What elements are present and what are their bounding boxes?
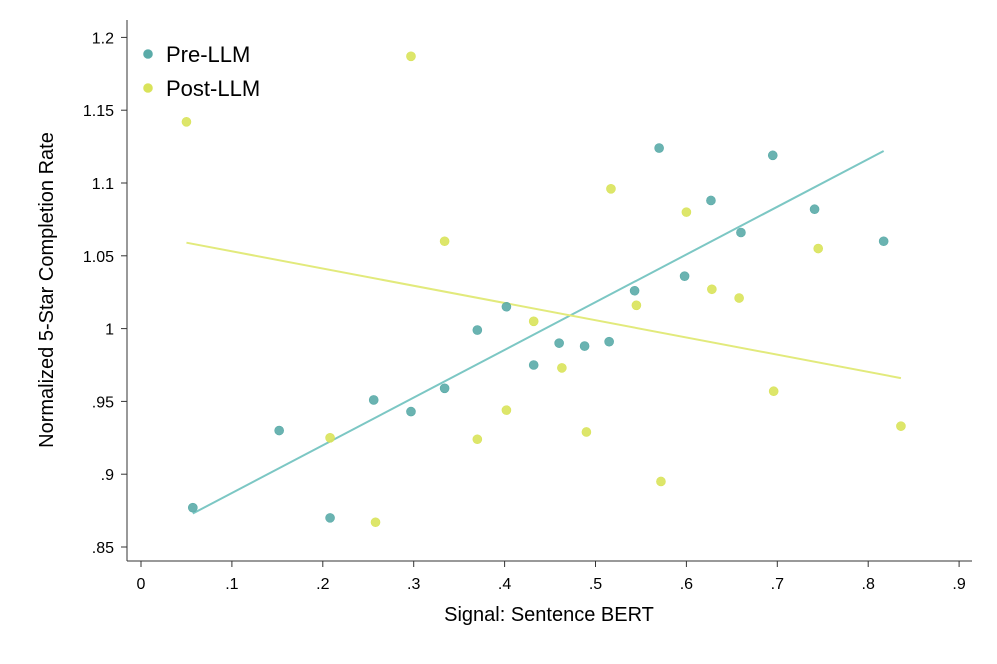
x-axis-title: Signal: Sentence BERT bbox=[444, 604, 654, 626]
point-post-llm bbox=[501, 405, 512, 415]
y-tick-label: .85 bbox=[92, 540, 114, 557]
legend-marker-post-llm bbox=[143, 83, 153, 93]
y-axis-title: Normalized 5-Star Completion Rate bbox=[36, 132, 58, 448]
y-tick-label: 1.15 bbox=[83, 103, 114, 120]
data-points bbox=[181, 51, 906, 528]
point-pre-llm bbox=[368, 395, 379, 405]
x-tick-label: 0 bbox=[137, 576, 146, 593]
y-tick-label: .95 bbox=[92, 394, 114, 411]
point-post-llm bbox=[406, 51, 416, 62]
point-post-llm bbox=[181, 117, 192, 127]
x-tick-label: .6 bbox=[680, 576, 693, 593]
x-tick-label: .7 bbox=[771, 576, 784, 593]
point-pre-llm bbox=[706, 195, 716, 206]
point-post-llm bbox=[528, 316, 539, 327]
point-post-llm bbox=[325, 432, 335, 443]
x-tick-label: .9 bbox=[952, 576, 965, 593]
point-pre-llm bbox=[654, 143, 664, 153]
x-tick-label: .1 bbox=[225, 576, 238, 593]
y-tick-label: 1 bbox=[105, 322, 114, 339]
point-pre-llm bbox=[767, 150, 778, 161]
point-pre-llm bbox=[528, 360, 539, 370]
x-tick-label: .5 bbox=[589, 576, 602, 593]
point-post-llm bbox=[681, 207, 692, 217]
y-tick-label: 1.05 bbox=[83, 249, 114, 266]
point-post-llm bbox=[581, 427, 592, 437]
y-tick-label: 1.1 bbox=[92, 176, 114, 193]
y-ticks: .85 .9 .95 1 1.05 1.1 1.15 1.2 bbox=[83, 30, 127, 557]
point-post-llm bbox=[813, 243, 824, 254]
point-post-llm bbox=[768, 386, 779, 397]
point-pre-llm bbox=[274, 425, 284, 436]
fit-lines bbox=[186, 150, 902, 515]
point-pre-llm bbox=[579, 341, 590, 351]
point-pre-llm bbox=[439, 383, 450, 394]
legend-label-pre-llm: Pre-LLM bbox=[166, 42, 250, 67]
fit-line-post-llm bbox=[186, 241, 902, 380]
axes bbox=[126, 20, 972, 562]
point-post-llm bbox=[631, 300, 642, 311]
legend: Pre-LLM Post-LLM bbox=[143, 42, 260, 101]
point-pre-llm bbox=[736, 227, 746, 238]
point-post-llm bbox=[656, 476, 666, 487]
point-pre-llm bbox=[809, 204, 820, 215]
x-ticks: 0 .1 .2 .3 .4 .5 .6 .7 .8 .9 bbox=[137, 561, 966, 593]
point-pre-llm bbox=[188, 502, 198, 513]
point-post-llm bbox=[707, 284, 717, 295]
legend-label-post-llm: Post-LLM bbox=[166, 76, 260, 101]
point-pre-llm bbox=[604, 336, 614, 347]
point-pre-llm bbox=[325, 513, 335, 523]
point-pre-llm bbox=[878, 236, 889, 247]
x-tick-label: .8 bbox=[862, 576, 875, 593]
point-post-llm bbox=[896, 421, 906, 431]
point-post-llm bbox=[439, 236, 450, 247]
point-post-llm bbox=[606, 184, 616, 194]
point-post-llm bbox=[472, 434, 483, 445]
point-pre-llm bbox=[554, 338, 564, 348]
point-post-llm bbox=[734, 293, 744, 303]
point-pre-llm bbox=[406, 406, 416, 417]
point-post-llm bbox=[370, 517, 381, 528]
x-tick-label: .2 bbox=[316, 576, 329, 593]
point-pre-llm bbox=[679, 271, 690, 281]
x-tick-label: .4 bbox=[498, 576, 511, 593]
point-pre-llm bbox=[629, 285, 640, 296]
point-pre-llm bbox=[501, 301, 512, 312]
point-pre-llm bbox=[472, 325, 483, 335]
y-tick-label: .9 bbox=[101, 467, 114, 484]
x-tick-label: .3 bbox=[407, 576, 420, 593]
fit-line-pre-llm bbox=[192, 150, 885, 515]
point-post-llm bbox=[557, 363, 567, 373]
y-tick-label: 1.2 bbox=[92, 30, 114, 47]
legend-marker-pre-llm bbox=[143, 49, 153, 59]
